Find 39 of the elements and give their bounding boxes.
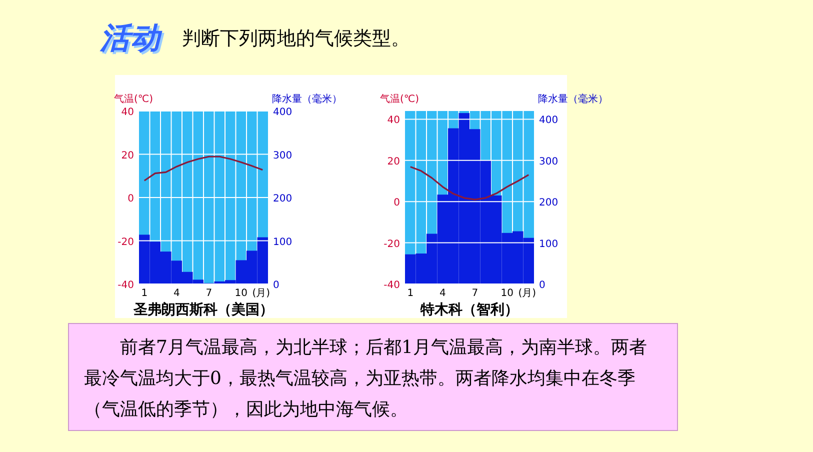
text: 判断下列两地的气候类型。 [182,28,410,50]
y-axis-title: 气温(℃) [114,93,154,105]
text: 特木科（智利） [420,302,518,318]
y2-tick-label: 0 [273,280,280,291]
y2-axis-title: 降水量（毫米） [272,93,342,105]
y2-tick-label: 400 [539,115,558,126]
y2-tick-label: 300 [273,150,292,162]
y2-tick-label: 100 [539,238,558,250]
y2-axis-title: 降水量（毫米） [538,93,608,105]
y-tick-label: 0 [128,194,134,204]
text: 圣弗朗西斯科（美国） [132,301,274,318]
y-tick-label: 20 [387,156,400,168]
text: 活动 [100,21,160,56]
y2-tick-label: 300 [539,156,558,168]
y-tick-label: 0 [394,198,400,209]
y-tick-label: 40 [121,107,134,118]
y2-tick-label: 200 [273,194,292,204]
y-tick-label: -40 [118,280,134,291]
y2-tick-label: 200 [539,198,558,209]
x-tick-label: 4 [173,288,180,299]
y-tick-label: 20 [121,150,134,162]
text: 前者7月气温最高，为北半球；后都1月气温最高，为南半球。两者最冷气温均大于0，最热气温较高，为亚热带。两者降水均集中在冬季（气温低的季节），因此为地中海气候。 [84,336,648,422]
x-tick-label: 1 [141,288,148,299]
x-tick-label: 1 [407,288,414,299]
y2-tick-label: 400 [273,107,292,118]
x-tick-label: 10 [500,288,514,299]
x-tick-label: 7 [472,288,478,299]
x-tick-label: 10 [234,288,248,299]
y2-tick-label: 100 [273,236,292,248]
y-tick-label: -20 [118,236,134,248]
x-tick-label: 4 [439,288,446,299]
y-tick-label: -20 [384,238,400,250]
y-tick-label: -40 [384,280,400,291]
x-axis-title: (月) [518,288,536,299]
y2-tick-label: 0 [539,280,546,291]
x-axis-title: (月) [252,288,270,299]
y-tick-label: 40 [387,115,400,126]
x-tick-label: 7 [206,288,212,299]
y-axis-title: 气温(℃) [380,93,420,105]
